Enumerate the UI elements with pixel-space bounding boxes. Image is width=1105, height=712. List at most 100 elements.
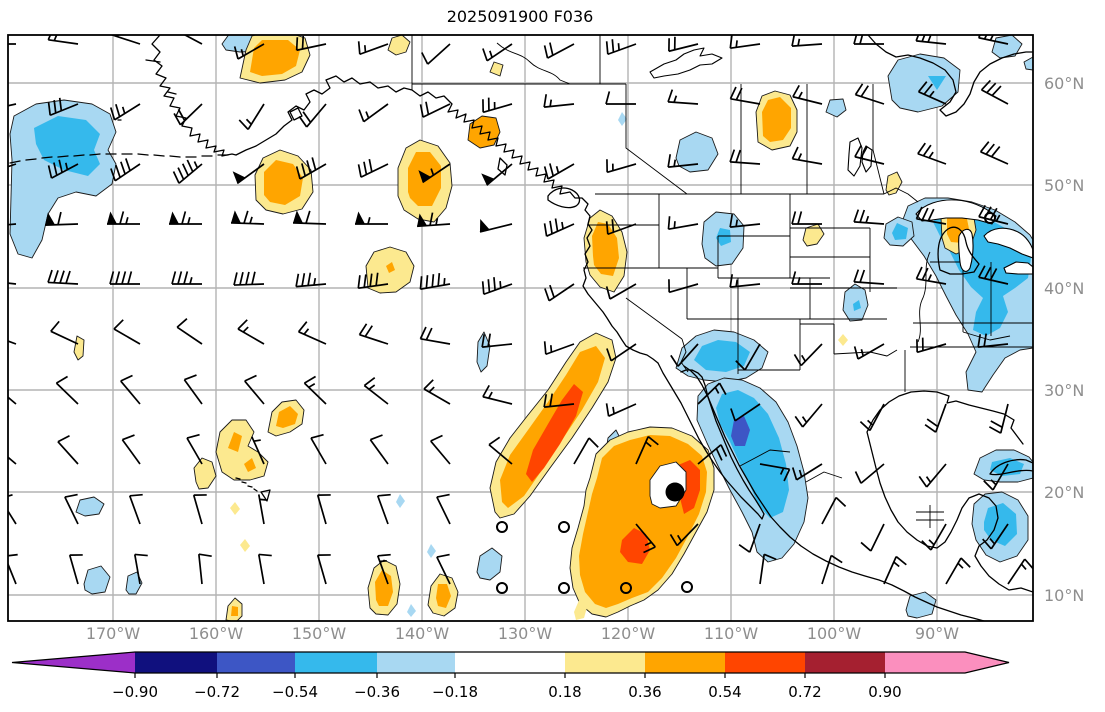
wind-barb <box>358 323 389 345</box>
wind-barb <box>173 103 203 126</box>
wind-barb <box>120 374 141 405</box>
contour-patch <box>230 502 240 515</box>
great-slave-lake <box>649 47 723 79</box>
colorbar-tick-label: −0.18 <box>432 683 478 701</box>
wind-barb <box>1007 558 1033 585</box>
wind-barb <box>376 493 391 525</box>
wind-barb <box>853 35 884 45</box>
wind-barb <box>113 319 141 345</box>
wind-barb <box>859 403 885 432</box>
wind-barb <box>47 159 79 179</box>
wind-barb <box>238 103 265 131</box>
coastline-gulf-caribbean <box>866 390 1033 593</box>
wind-barb <box>251 436 265 465</box>
contour-patch <box>838 334 848 346</box>
wind-barb <box>983 463 1009 491</box>
wind-barb <box>376 553 391 585</box>
y-axis-labels: 60°N 50°N 40°N 30°N 20°N 10°N <box>1044 74 1084 605</box>
wind-barb <box>544 283 575 302</box>
wind-barb <box>605 283 637 300</box>
wind-barb <box>543 393 575 408</box>
colorbar-segment <box>135 652 217 673</box>
colorbar-tick-label: −0.72 <box>194 683 240 701</box>
lake-superior <box>915 199 997 225</box>
wind-barb <box>183 374 203 405</box>
contour-patch <box>436 584 451 608</box>
wind-barb <box>107 211 140 225</box>
plot-title: 2025091900 F036 <box>447 7 594 26</box>
wind-barb <box>668 36 699 53</box>
wind-barb <box>295 272 327 288</box>
wind-barb <box>791 146 823 165</box>
wind-barb <box>297 321 327 345</box>
wind-barb <box>110 158 141 182</box>
wind-barb <box>729 274 761 288</box>
wind-barb <box>821 496 847 525</box>
wind-barb <box>605 403 637 417</box>
wind-barb <box>68 554 83 585</box>
wind-barb <box>358 103 389 123</box>
wind-barb <box>917 142 947 165</box>
y-tick-label: 50°N <box>1044 176 1084 195</box>
wind-barb <box>363 377 389 405</box>
wind-barb <box>915 206 947 225</box>
wind-barb <box>244 374 265 405</box>
contour-patch <box>264 160 303 205</box>
wind-barb <box>8 396 17 405</box>
coastline-alaska-west <box>151 35 237 157</box>
hawaiian-islands <box>235 477 271 502</box>
wind-barb <box>860 523 885 552</box>
contour-patch <box>526 384 583 482</box>
wind-barb <box>295 35 327 52</box>
wind-barb <box>186 433 203 465</box>
wind-barb <box>133 553 148 585</box>
wind-barb <box>668 279 699 294</box>
x-tick-label: 170°W <box>86 624 141 643</box>
wind-barb <box>605 219 637 236</box>
wind-barb <box>488 436 513 465</box>
wind-barb <box>853 269 885 285</box>
wind-barb <box>982 523 1009 550</box>
wind-barb <box>924 403 947 433</box>
wind-barb <box>917 81 947 105</box>
wind-barb <box>729 86 761 105</box>
wind-barb <box>988 403 1009 434</box>
wind-barb <box>237 319 265 345</box>
wind-barb <box>605 91 636 105</box>
wind-barb <box>172 159 203 184</box>
contour-patch <box>193 457 217 490</box>
contour-patch <box>592 222 619 276</box>
contour-patch <box>984 503 1017 546</box>
wind-barb <box>667 89 699 105</box>
wind-barb <box>979 141 1009 165</box>
kodiak-island <box>289 107 303 121</box>
contour-patch <box>83 565 111 595</box>
wind-barb <box>419 101 451 118</box>
wind-barb <box>792 84 823 105</box>
wind-barb <box>481 163 513 186</box>
wind-barb <box>421 43 451 65</box>
wind-barb <box>978 265 1009 285</box>
wind-barb <box>729 35 761 50</box>
contour-patch <box>231 606 238 616</box>
wind-barb <box>883 555 907 585</box>
wind-barb <box>8 553 18 585</box>
colorbar-segment <box>377 652 455 673</box>
wind-barb <box>482 43 513 62</box>
x-tick-label: 100°W <box>807 624 862 643</box>
colorbar-segment <box>565 652 645 673</box>
wind-barb <box>357 41 389 56</box>
wind-barb <box>573 437 599 465</box>
contour-patch <box>618 112 627 126</box>
contour-patch <box>574 598 588 620</box>
colorbar-segment <box>217 652 295 673</box>
colorbar-segment <box>725 652 805 673</box>
x-tick-label: 130°W <box>498 624 553 643</box>
y-tick-label: 20°N <box>1044 483 1084 502</box>
wind-barb <box>977 333 1009 348</box>
wind-barb <box>303 375 327 405</box>
contour-patch <box>276 406 298 428</box>
contour-patch <box>396 494 405 508</box>
wind-barb <box>759 463 791 482</box>
wind-barb <box>257 494 267 525</box>
